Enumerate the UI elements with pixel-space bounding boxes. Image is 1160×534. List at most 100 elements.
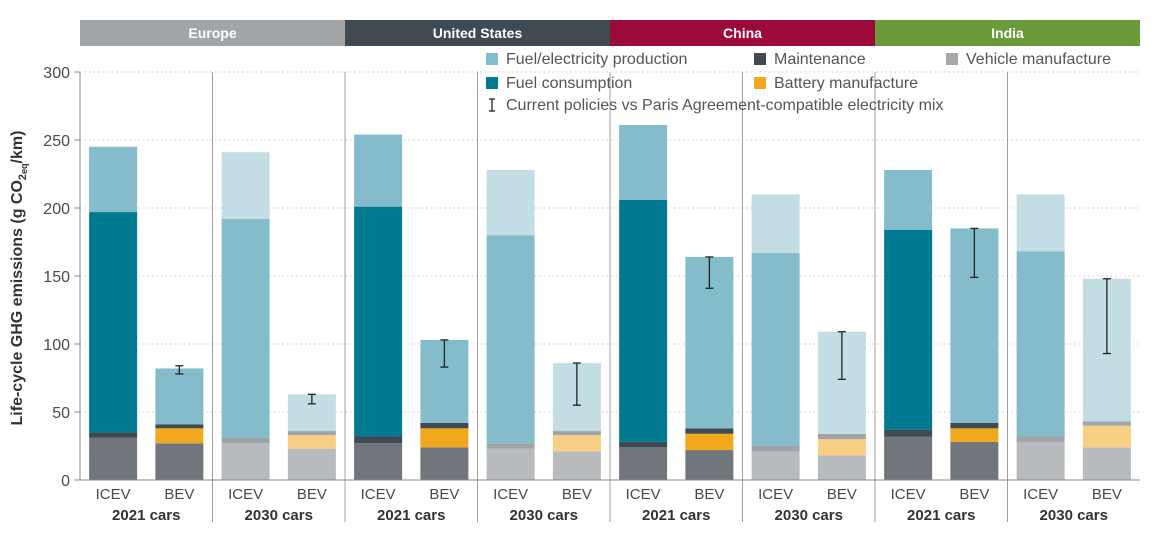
x-group-label: 2021 cars (377, 507, 445, 524)
x-category-label: ICEV (1023, 486, 1058, 503)
bar-segment-maintenance (1016, 436, 1065, 442)
x-group-label: 2021 cars (907, 507, 975, 524)
bar-segment-vehicle (950, 441, 999, 480)
x-category-label: BEV (164, 486, 194, 503)
bar-segment-maintenance (155, 424, 204, 429)
legend-label: Fuel consumption (506, 75, 632, 92)
bar-segment-fuel-production (221, 152, 270, 219)
x-category-label: BEV (694, 486, 724, 503)
bar-segment-maintenance (685, 428, 734, 434)
x-category-label: BEV (297, 486, 327, 503)
bar-segment-vehicle (619, 447, 668, 480)
bar-segment-vehicle (89, 437, 138, 480)
bar-segment-fuel-production (354, 134, 403, 207)
x-axis-labels: ICEV BEV ICEV BEV ICEV BEV ICEV BEV ICEV BEV ICEV B… (96, 486, 1122, 524)
region-header-united-states (345, 20, 610, 46)
legend-label: Battery manufacture (774, 75, 918, 92)
legend-swatch-fuel-consumption (486, 77, 498, 89)
x-category-label: ICEV (361, 486, 396, 503)
bar-segment-maintenance (486, 443, 535, 449)
x-category-label: BEV (1092, 486, 1122, 503)
legend-swatch-vehicle (946, 53, 958, 65)
bar-segment-fuel-production (751, 194, 800, 253)
bar-segment-fuel-consumption (1016, 251, 1065, 437)
legend: Fuel/electricity production Maintenance Ve… (486, 51, 1111, 114)
bar-segment-vehicle (552, 451, 601, 480)
x-category-label: BEV (959, 486, 989, 503)
bars (89, 125, 1131, 480)
bar-segment-fuel-consumption (354, 206, 403, 437)
x-category-label: ICEV (758, 486, 793, 503)
y-tick-label: 250 (43, 133, 70, 150)
bar-segment-vehicle (751, 451, 800, 480)
bar-segment-battery (950, 428, 999, 442)
bar-segment-fuel-consumption (751, 252, 800, 446)
region-header-china (610, 20, 875, 46)
legend-swatch-fuel-production (486, 53, 498, 65)
region-label: United States (433, 25, 523, 41)
bar-segment-fuel-consumption (89, 212, 138, 433)
bar-segment-fuel-production (155, 368, 204, 425)
region-label: China (723, 25, 762, 41)
bar-segment-maintenance (221, 437, 270, 444)
bar-segment-maintenance (817, 433, 866, 440)
y-tick-label: 100 (43, 337, 70, 354)
legend-label: Maintenance (774, 51, 866, 68)
y-tick-label: 300 (43, 65, 70, 82)
bar-segment-battery (287, 435, 336, 449)
x-group-label: 2030 cars (1040, 507, 1108, 524)
bar-segment-vehicle (354, 443, 403, 480)
bar-segment-vehicle (155, 443, 204, 480)
group-separators (212, 72, 1008, 522)
bar-segment-battery (1082, 425, 1131, 448)
bar-segment-battery (155, 428, 204, 444)
x-category-label: ICEV (228, 486, 263, 503)
y-axis: 0 50 100 150 200 250 300 (43, 65, 1140, 490)
x-category-label: ICEV (626, 486, 661, 503)
bar-segment-battery (552, 435, 601, 452)
bar-segment-fuel-consumption (884, 229, 933, 430)
bar-segment-vehicle (1016, 441, 1065, 480)
x-category-label: ICEV (96, 486, 131, 503)
bar-segment-vehicle (884, 436, 933, 480)
bar-segment-fuel-production (486, 169, 535, 236)
region-label: India (991, 25, 1024, 41)
bar-segment-vehicle (486, 448, 535, 480)
region-header-europe (80, 20, 345, 46)
x-category-label: ICEV (891, 486, 926, 503)
bar-segment-fuel-consumption (619, 199, 668, 442)
bar-segment-vehicle (817, 455, 866, 480)
bar-segment-battery (817, 439, 866, 456)
x-group-label: 2030 cars (245, 507, 313, 524)
bar-segment-maintenance (420, 422, 469, 429)
bar-segment-maintenance (287, 431, 336, 436)
bar-segment-vehicle (1082, 447, 1131, 480)
bar-segment-fuel-production (89, 146, 138, 213)
bar-segment-maintenance (1082, 421, 1131, 426)
bar-segment-fuel-production (619, 125, 668, 200)
bar-segment-fuel-consumption (221, 218, 270, 438)
bar-segment-vehicle (287, 448, 336, 480)
bar-segment-fuel-production (1016, 194, 1065, 252)
x-group-label: 2021 cars (642, 507, 710, 524)
bar-segment-maintenance (751, 446, 800, 452)
legend-label: Fuel/electricity production (506, 51, 687, 68)
x-group-label: 2021 cars (112, 507, 180, 524)
bar-segment-maintenance (89, 432, 138, 438)
region-label: Europe (188, 25, 236, 41)
y-axis-label: Life-cycle GHG emissions (g CO2eq/km) (9, 131, 29, 426)
x-group-label: 2030 cars (775, 507, 843, 524)
bar-segment-vehicle (221, 443, 270, 480)
bar-segment-maintenance (354, 436, 403, 444)
y-tick-label: 0 (61, 473, 70, 490)
bar-segment-battery (685, 433, 734, 451)
legend-label: Vehicle manufacture (966, 51, 1111, 68)
bar-segment-fuel-consumption (486, 235, 535, 444)
y-tick-label: 150 (43, 269, 70, 286)
legend-swatch-maintenance (754, 53, 766, 65)
region-headers: Europe United States China India (80, 20, 1140, 46)
x-category-label: BEV (827, 486, 857, 503)
legend-label: Current policies vs Paris Agreement-comp… (506, 97, 943, 114)
x-group-label: 2030 cars (510, 507, 578, 524)
bar-segment-maintenance (950, 422, 999, 429)
